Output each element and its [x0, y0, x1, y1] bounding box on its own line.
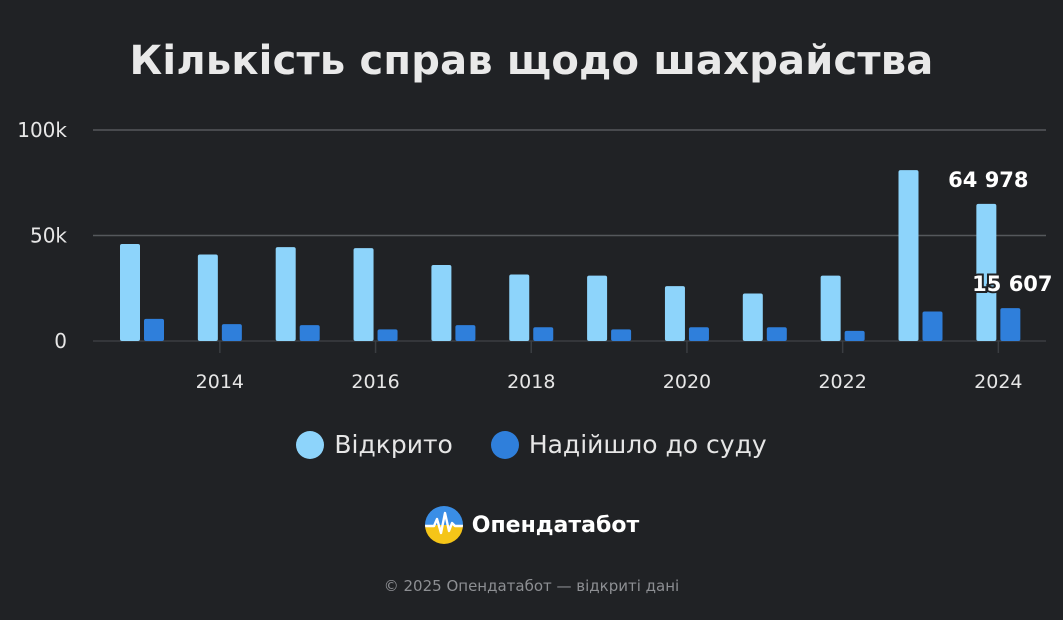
bar-court: [766, 327, 787, 341]
bar-opened: [664, 286, 685, 341]
bar-opened: [353, 248, 374, 341]
y-tick-label: 50k: [30, 224, 67, 248]
opendatabot-logo-icon: [424, 506, 463, 544]
bar-opened: [197, 254, 218, 341]
x-tick-label: 2016: [351, 371, 399, 393]
brand: Опендатабот: [0, 505, 1063, 545]
bar-court: [922, 311, 943, 341]
data-label: 64 978: [948, 168, 1028, 192]
bar-opened: [820, 275, 841, 341]
chart-title: Кількість справ щодо шахрайства: [129, 38, 934, 84]
bar-court: [533, 327, 554, 341]
legend-swatch-court: [490, 430, 519, 459]
data-label: 15 607: [972, 272, 1052, 296]
bar-court: [144, 318, 164, 341]
bar-court: [455, 325, 476, 341]
bar-court: [688, 327, 709, 341]
bar-opened: [587, 275, 608, 341]
x-tick-label: 2024: [974, 371, 1022, 393]
legend: Відкрито Надійшло до суду: [0, 430, 1063, 459]
x-tick-label: 2022: [818, 371, 866, 393]
bar-chart: 0 50k 100k 2014 2016 2018 2020 2022 2024 64 978 15…: [17, 118, 1054, 393]
x-tick-label: 2018: [507, 371, 555, 393]
bar-court: [1000, 308, 1021, 341]
footer-copyright: © 2025 Опендатабот — відкриті дані: [383, 577, 680, 595]
bar-opened: [898, 170, 919, 341]
x-tick-label: 2020: [663, 371, 711, 393]
legend-label-opened: Відкрито: [334, 430, 453, 459]
legend-item-court[interactable]: Надійшло до суду: [490, 430, 767, 459]
x-tick-label: 2014: [196, 371, 244, 393]
bar-opened: [431, 265, 452, 341]
bar-opened: [976, 203, 997, 341]
brand-name: Опендатабот: [471, 512, 640, 538]
bar-opened: [275, 247, 296, 341]
bar-court: [377, 329, 398, 341]
bar-court: [299, 325, 320, 341]
bar-opened: [509, 274, 530, 341]
legend-label-court: Надійшло до суду: [528, 430, 767, 459]
bar-court: [844, 330, 865, 341]
bar-opened: [742, 293, 763, 341]
legend-swatch-opened: [296, 430, 325, 459]
legend-item-opened[interactable]: Відкрито: [296, 430, 453, 459]
y-tick-label: 0: [54, 329, 67, 353]
bar-court: [611, 329, 632, 341]
bar-opened: [120, 243, 140, 341]
y-tick-label: 100k: [17, 118, 67, 142]
bar-court: [221, 324, 242, 341]
